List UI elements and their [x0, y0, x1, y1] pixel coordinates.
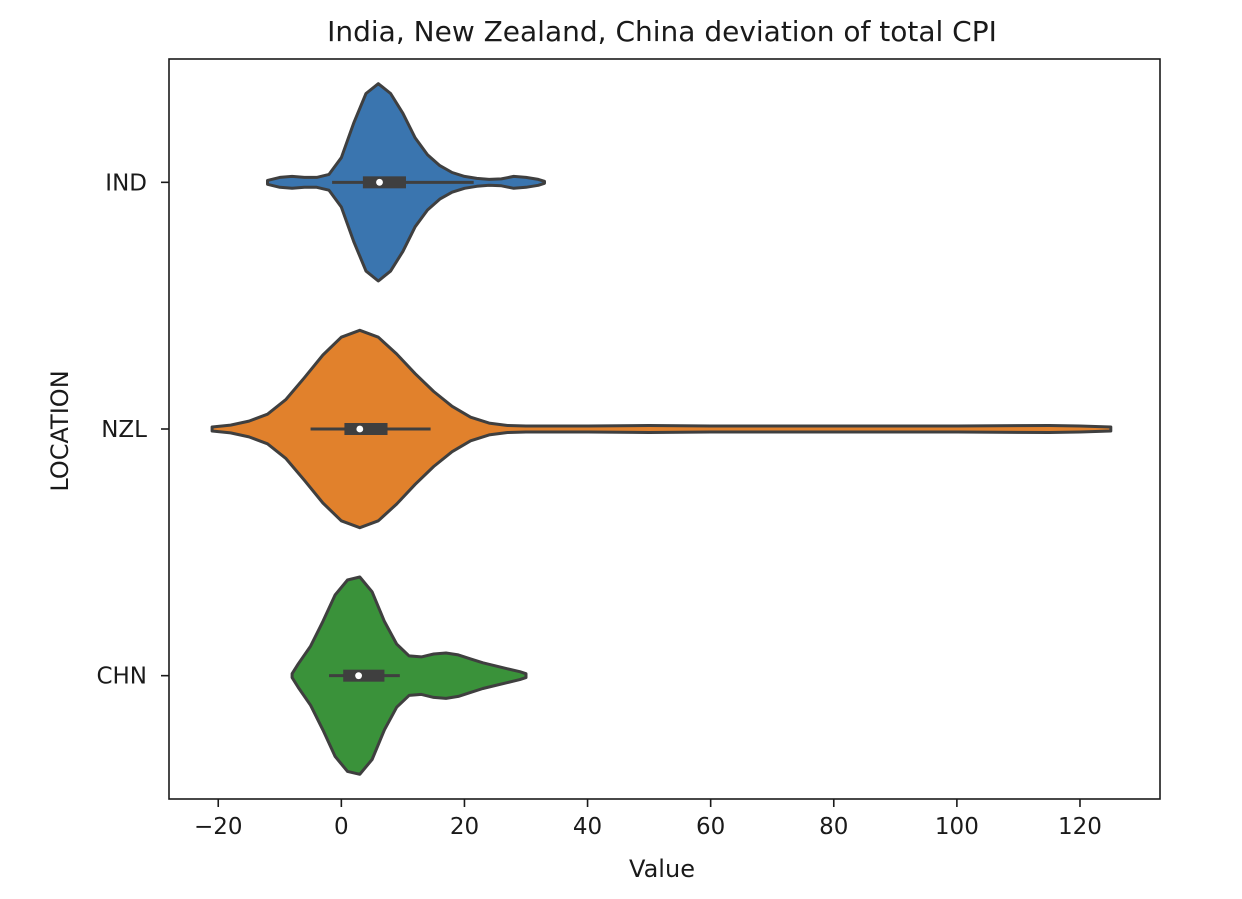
x-tick-label: −20 [194, 814, 243, 840]
y-tick-label-nzl: NZL [101, 417, 147, 443]
iqr-box-chn [343, 669, 385, 682]
chart-title: India, New Zealand, China deviation of t… [327, 15, 997, 48]
median-point-nzl [356, 425, 364, 433]
violin-chn [290, 575, 528, 776]
y-axis: IND NZL CHN [96, 170, 169, 690]
iqr-box-nzl [344, 423, 388, 435]
median-point-chn [355, 672, 362, 680]
x-tick-label: 80 [819, 814, 848, 840]
x-tick-label: 100 [935, 814, 979, 840]
iqr-box-ind [362, 176, 406, 189]
x-tick-label: 60 [696, 814, 725, 840]
x-tick-label: 20 [450, 814, 479, 840]
violin-nzl [210, 328, 1113, 530]
y-tick-label-ind: IND [105, 170, 147, 196]
x-tick-label: 40 [573, 814, 602, 840]
x-tick-label: 120 [1058, 814, 1102, 840]
y-axis-label: LOCATION [46, 370, 74, 491]
y-tick-label-chn: CHN [96, 664, 147, 690]
x-axis: −20 0 20 40 60 80 100 120 [194, 799, 1102, 840]
x-axis-label: Value [629, 855, 695, 883]
x-tick-label: 0 [334, 814, 349, 840]
median-point-ind [376, 178, 383, 186]
violins-layer [210, 82, 1113, 776]
